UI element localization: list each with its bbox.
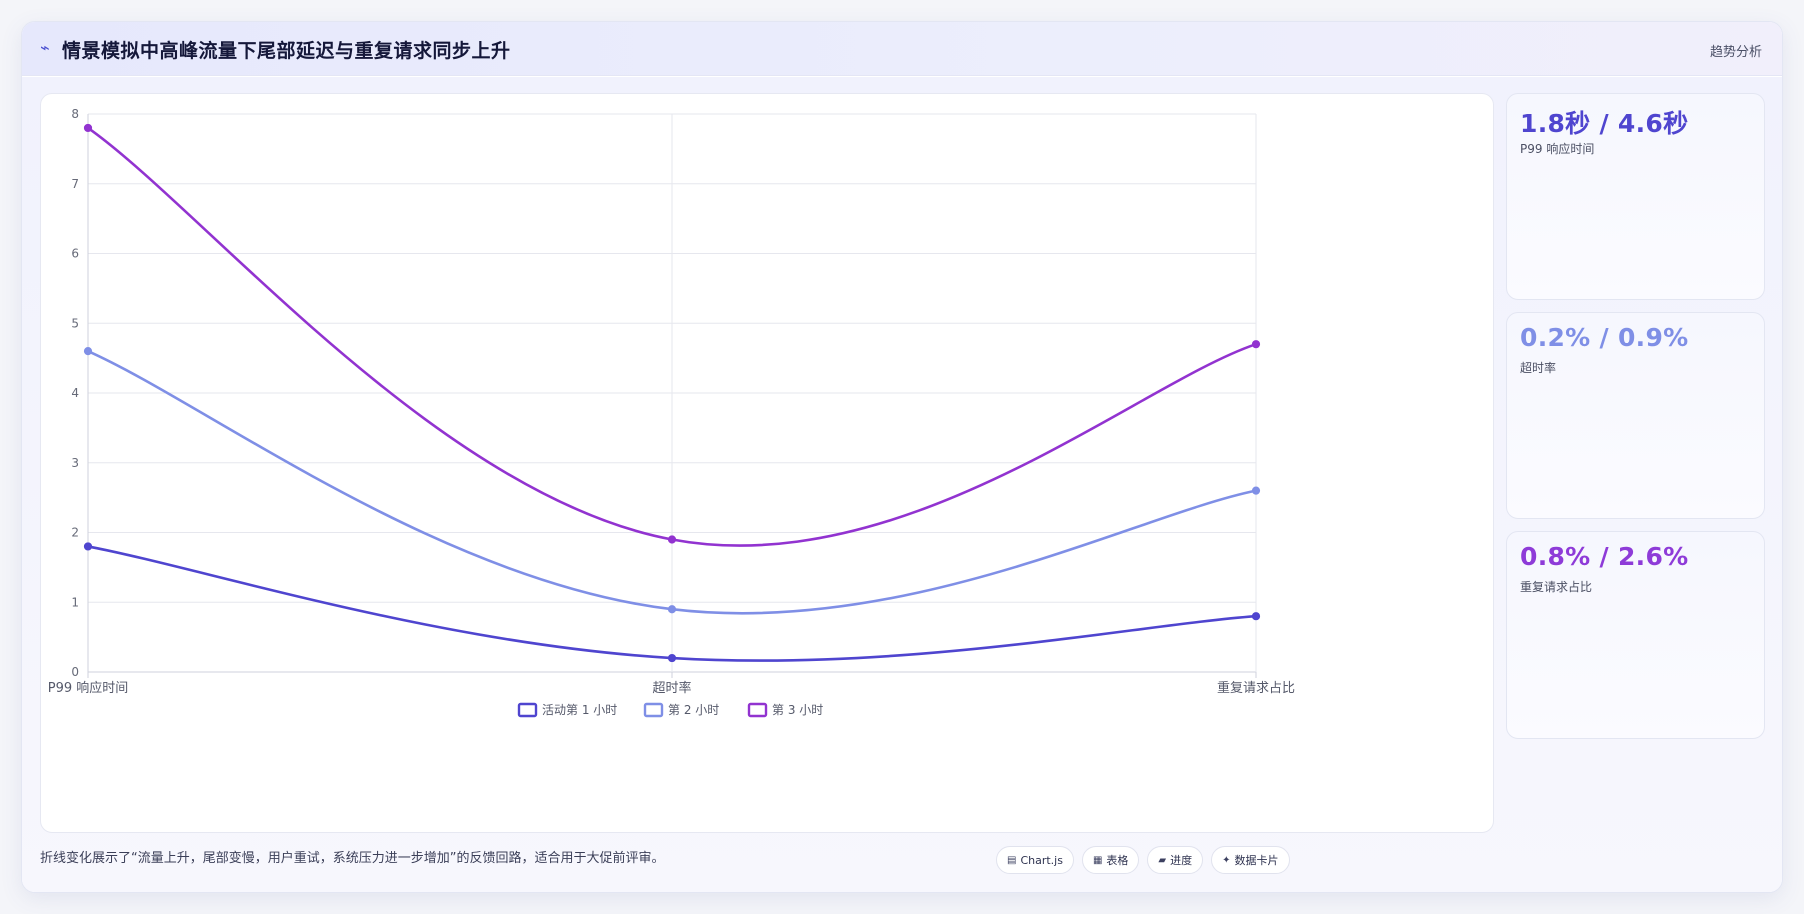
stat-value: 0.8% / 2.6% (1520, 542, 1689, 571)
y-tick-label: 6 (71, 247, 79, 261)
chip-label: 表格 (1106, 854, 1129, 867)
data-point (1251, 612, 1261, 621)
table-icon: ▦ (1092, 854, 1103, 866)
chip-group: ▤ Chart.js ▦ 表格 ▰ 进度 ✦ 数据卡片 (996, 846, 1290, 874)
progress-icon: ▰ (1158, 854, 1167, 866)
y-tick-label: 3 (71, 456, 79, 470)
sparkle-icon: ✦ (1222, 854, 1231, 866)
y-tick-label: 1 (71, 595, 79, 609)
y-tick-label: 5 (71, 316, 79, 330)
chip-label: Chart.js (1020, 853, 1063, 867)
footer-note: 折线变化展示了“流量上升，尾部变慢，用户重试，系统压力进一步增加”的反馈回路，适… (40, 851, 665, 866)
chart-panel: 0 1 2 3 4 5 6 7 8 P99 响应时间 超时率 重复请求占比 活动第 1 小时 第 2 … (40, 93, 1494, 833)
data-point (83, 347, 93, 356)
wave-icon: ⌁ (40, 38, 50, 57)
stat-value: 0.2% / 0.9% (1520, 323, 1689, 352)
stat-label: P99 响应时间 (1520, 142, 1595, 156)
y-tick-label: 8 (71, 107, 79, 121)
trend-analysis-link[interactable]: 趋势分析 (1709, 45, 1762, 60)
card-header: ⌁ 情景模拟中高峰流量下尾部延迟与重复请求同步上升 趋势分析 (22, 22, 1782, 76)
stat-card-retry: 0.8% / 2.6% 重复请求占比 (1506, 531, 1765, 739)
legend-label: 第 3 小时 (772, 703, 823, 717)
chip-data-cards[interactable]: ✦ 数据卡片 (1211, 846, 1290, 874)
legend-swatch (643, 702, 664, 718)
stat-label: 超时率 (1520, 361, 1557, 375)
y-tick-label: 7 (71, 177, 79, 191)
chip-progress[interactable]: ▰ 进度 (1147, 846, 1204, 874)
y-tick-label: 0 (71, 665, 79, 679)
chip-label: 进度 (1170, 854, 1193, 867)
dashboard-card: ⌁ 情景模拟中高峰流量下尾部延迟与重复请求同步上升 趋势分析 0 1 2 3 4 5 6 7 8… (21, 21, 1783, 893)
data-point (83, 123, 93, 133)
chip-chartjs[interactable]: ▤ Chart.js (996, 846, 1074, 874)
data-point (1251, 340, 1261, 349)
legend-label: 活动第 1 小时 (542, 703, 617, 717)
stat-label: 重复请求占比 (1520, 580, 1593, 594)
data-point (83, 542, 93, 551)
data-point (1251, 486, 1261, 495)
data-point (667, 535, 677, 544)
line-chart: 0 1 2 3 4 5 6 7 8 P99 响应时间 超时率 重复请求占比 活动第 1 小时 第 2 … (48, 107, 1295, 718)
x-tick-label: P99 响应时间 (48, 680, 129, 696)
chip-table[interactable]: ▦ 表格 (1081, 846, 1140, 874)
y-tick-label: 2 (71, 526, 79, 540)
legend-label: 第 2 小时 (668, 703, 719, 717)
legend-swatch (747, 702, 768, 718)
chip-label: 数据卡片 (1234, 854, 1279, 867)
data-point (667, 605, 677, 614)
page-title: 情景模拟中高峰流量下尾部延迟与重复请求同步上升 (62, 40, 511, 62)
stat-card-timeout: 0.2% / 0.9% 超时率 (1506, 312, 1765, 519)
legend-swatch (517, 702, 538, 718)
data-point (667, 653, 677, 663)
stat-card-p99: 1.8秒 / 4.6秒 P99 响应时间 (1506, 93, 1765, 300)
x-tick-label: 超时率 (652, 680, 691, 696)
x-tick-label: 重复请求占比 (1217, 680, 1295, 696)
monitor-icon: ▤ (1007, 854, 1017, 866)
stat-value: 1.8秒 / 4.6秒 (1520, 109, 1689, 138)
y-tick-label: 4 (71, 386, 79, 400)
